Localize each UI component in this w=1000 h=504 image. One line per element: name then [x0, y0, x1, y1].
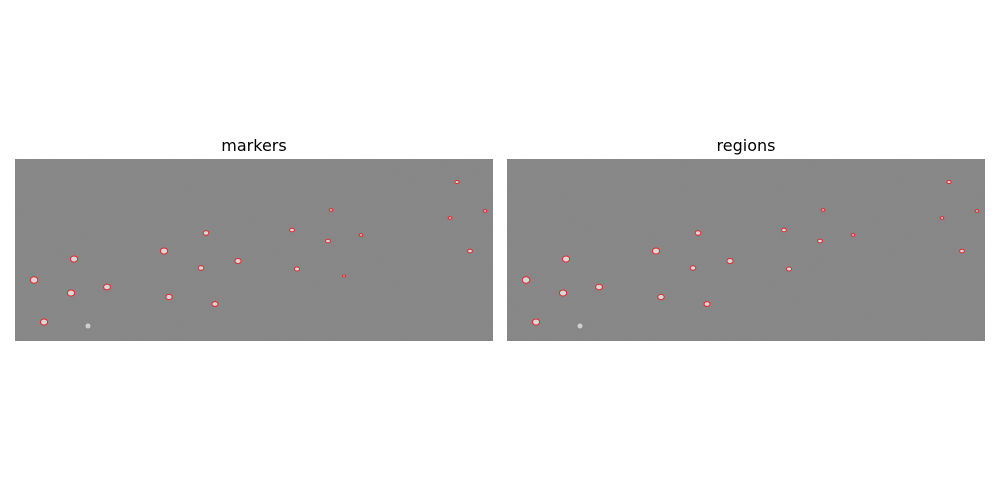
- blob: [39, 318, 49, 326]
- blob: [850, 233, 856, 237]
- blob: [974, 209, 980, 213]
- blob: [328, 208, 334, 212]
- blob: [531, 318, 541, 326]
- blob: [561, 255, 571, 263]
- blob: [66, 289, 76, 297]
- blob: [785, 266, 793, 272]
- panel-title: regions: [717, 136, 776, 155]
- blob: [817, 238, 823, 244]
- bright-spot: [577, 323, 583, 329]
- blob: [341, 274, 347, 278]
- blob: [482, 209, 488, 213]
- blob: [454, 180, 460, 184]
- blob: [726, 258, 734, 264]
- blob: [197, 265, 205, 271]
- blob: [69, 255, 79, 263]
- blob: [211, 301, 219, 307]
- image-noise: [507, 159, 985, 341]
- panel: regions: [507, 136, 985, 341]
- blob: [694, 230, 702, 236]
- blob: [521, 276, 531, 284]
- bright-spot: [85, 323, 91, 329]
- blob: [234, 258, 242, 264]
- blob: [29, 276, 39, 284]
- blob: [703, 301, 711, 307]
- blob: [558, 289, 568, 297]
- blob: [103, 283, 111, 291]
- blob: [939, 216, 945, 220]
- blob: [657, 293, 665, 301]
- blob: [325, 238, 331, 244]
- panel: markers: [15, 136, 493, 341]
- blob: [946, 180, 952, 184]
- blob: [467, 248, 473, 254]
- blob: [165, 293, 173, 301]
- blob: [781, 227, 787, 233]
- blob: [959, 248, 965, 254]
- blob: [689, 265, 697, 271]
- blob: [595, 283, 603, 291]
- blob: [159, 247, 169, 255]
- blob: [447, 216, 453, 220]
- blob: [202, 230, 210, 236]
- panel-title: markers: [221, 136, 286, 155]
- blob: [651, 247, 661, 255]
- image-noise: [15, 159, 493, 341]
- blob: [293, 266, 301, 272]
- blob: [820, 208, 826, 212]
- blob: [358, 233, 364, 237]
- blob: [289, 227, 295, 233]
